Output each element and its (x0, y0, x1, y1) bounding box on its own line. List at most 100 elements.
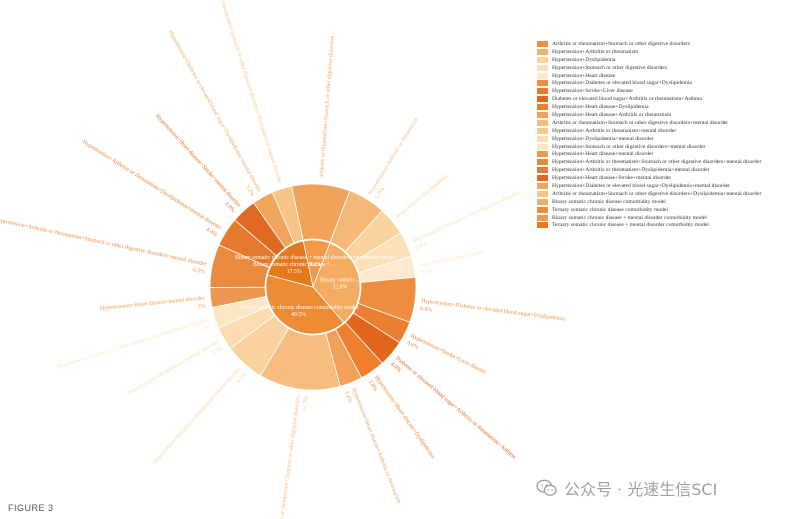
legend-swatch (537, 214, 548, 221)
legend-swatch (537, 198, 548, 205)
legend-swatch (537, 72, 548, 79)
figure-label: FIGURE 3 (8, 503, 54, 513)
legend-item: Hypertension+Arthritis or rheumatism+men… (537, 127, 805, 135)
inner-slice-name: Binary somatic chronic disease + ... (253, 262, 336, 268)
outer-slice-label: Hypertension+Stomach or other digestive … (57, 317, 213, 370)
inner-slice (312, 242, 361, 324)
legend-swatch (537, 151, 548, 158)
legend-swatch (537, 88, 548, 95)
outer-slice-name: Arthritis or rheumatism+Stomach or other… (319, 35, 336, 179)
watermark-text: 公众号 · 光速生信SCI (564, 480, 718, 499)
legend-label: Hypertension+Arthritis or rheumatism+Dys… (552, 167, 710, 174)
chart-legend: Arthritis or rheumatism+Stomach or other… (537, 40, 805, 229)
outer-slice-label: Hypertension+Arthritis or rheumatism+Sto… (0, 217, 207, 276)
legend-label: Hypertension+Heart disease+Arthritis or … (552, 111, 672, 118)
inner-slice-name: Binary somatic chronic disease + mental … (235, 255, 396, 261)
legend-item: Arthritis or rheumatism+Stomach or other… (537, 190, 805, 198)
legend-swatch (537, 56, 548, 63)
legend-label: Ternary somatic chronic disease comorbid… (552, 206, 668, 213)
legend-swatch (537, 48, 548, 55)
outer-slice-value: 3% (197, 303, 205, 310)
legend-item: Hypertension+Dyslipidemia (537, 56, 805, 64)
legend-swatch (537, 175, 548, 182)
legend-swatch (537, 167, 548, 174)
outer-slice-name: Hypertension+Heart disease+Dyslipidemia (373, 375, 436, 461)
legend-label: Hypertension+Dyslipidemia+mental disorde… (552, 135, 654, 142)
outer-slice-label: Hypertension+Arthritis or rheumatism+Dys… (81, 139, 222, 238)
legend-item: Hypertension+Dyslipidemia+mental disorde… (537, 135, 805, 143)
watermark: 公众号 · 光速生信SCI (536, 476, 717, 500)
legend-item: Hypertension+Stroke+Liver disease (537, 87, 805, 95)
legend-label: Hypertension+Arthritis or rheumatism+Sto… (552, 159, 762, 166)
outer-slice-name: Hypertension+Heart disease (419, 250, 485, 269)
outer-slice-name: Hypertension+Heart disease+mental disord… (100, 295, 205, 312)
outer-ring (209, 183, 417, 391)
legend-label: Hypertension+Heart disease+Dyslipidemia (552, 104, 649, 111)
inner-ring (265, 239, 361, 335)
inner-slice-name: Binary somatic... (320, 277, 360, 283)
legend-label: Hypertension+Diabetes or elevated blood … (552, 80, 692, 87)
legend-swatch (537, 182, 548, 189)
outer-slice-name: Hypertension+Diabetes or elevated blood … (421, 298, 566, 322)
outer-slice-value: 3.4% (406, 340, 420, 351)
legend-item: Ternary somatic chronic disease + mental… (537, 221, 805, 229)
outer-slice-label: Hypertension+Stomach or other digestive … (411, 189, 523, 252)
legend-item: Hypertension+Arthritis or rheumatism+Sto… (537, 158, 805, 166)
outer-slice-label: Hypertension+Arthritis or rheumatism+men… (152, 366, 249, 466)
outer-slice-label: Arthritis or rheumatism+Stomach or other… (277, 394, 310, 519)
outer-slice-name: Hypertension+Stomach or other digestive … (411, 189, 523, 244)
legend-swatch (537, 111, 548, 118)
outer-slice-value: 3.2% (421, 268, 434, 276)
outer-slice-value: 3.8% (414, 241, 428, 252)
legend-label: Hypertension+Heart disease (552, 72, 616, 79)
legend-label: Hypertension+Diabetes or elevated blood … (552, 182, 731, 189)
legend-swatch (537, 206, 548, 213)
legend-item: Hypertension+Stomach or other digestive … (537, 143, 805, 151)
outer-slice-name: Hypertension+Diabetes or elevated blood … (167, 30, 262, 194)
inner-slice (265, 274, 345, 335)
outer-slice-value: 3.4% (343, 390, 353, 404)
outer-slice-label: Arthritis or rheumatism+Stomach or other… (211, 0, 282, 184)
legend-label: Arthritis or rheumatism+Stomach or other… (552, 119, 729, 126)
legend-item: Hypertension+Diabetes or elevated blood … (537, 182, 805, 190)
legend-label: Hypertension+Heart disease+Stroke+mental… (552, 175, 672, 182)
outer-slice-label: Arthritis or rheumatism+Stomach or other… (319, 35, 336, 179)
outer-slice-label: Diabetes or elevated blood sugar+Arthrit… (389, 355, 517, 460)
legend-item: Diabetes or elevated blood sugar+Arthrit… (537, 95, 805, 103)
legend-item: Hypertension+Heart disease (537, 72, 805, 80)
inner-slice-value: 40.5% (291, 312, 306, 318)
outer-slice-name: Hypertension+Dyslipidemia+mental disorde… (126, 339, 220, 397)
outer-slice-value: 5.7% (375, 187, 387, 201)
legend-swatch (537, 222, 548, 229)
legend-label: Hypertension+Arthritis or rheumatism (552, 48, 639, 55)
outer-slice-name: Hypertension+Arthritis or rheumatism (368, 116, 420, 196)
legend-swatch (537, 190, 548, 197)
inner-slice (267, 240, 314, 288)
legend-label: Binary somatic chronic disease comorbidi… (552, 198, 666, 205)
legend-item: Arthritis or rheumatism+Stomach or other… (537, 40, 805, 48)
outer-slice-name: Hypertension+Arthritis or rheumatism+Dys… (81, 139, 222, 231)
outer-slice-label: Hypertension+Dyslipidemia (395, 173, 450, 220)
legend-label: Hypertension+Arthritis or rheumatism+men… (552, 127, 677, 134)
legend-item: Arthritis or rheumatism+Stomach or other… (537, 119, 805, 127)
outer-slice-value: 3.2% (244, 184, 255, 198)
legend-item: Hypertension+Heart disease+Dyslipidemia (537, 103, 805, 111)
outer-slice-label: Hypertension+Heart disease+mental disord… (100, 295, 206, 312)
legend-swatch (537, 80, 548, 87)
outer-slice-name: Hypertension+Dyslipidemia (395, 173, 450, 220)
outer-slice-value: 3.2% (199, 325, 212, 334)
outer-slice-name: Hypertension+Arthritis or rheumatism+Sto… (0, 217, 207, 268)
legend-swatch (537, 64, 548, 71)
legend-label: Hypertension+Stomach or other digestive … (552, 64, 668, 71)
legend-item: Hypertension+Arthritis or rheumatism+Dys… (537, 166, 805, 174)
legend-item: Hypertension+Stomach or other digestive … (537, 64, 805, 72)
legend-item: Ternary somatic chronic disease comorbid… (537, 206, 805, 214)
legend-label: Ternary somatic chronic disease + mental… (552, 222, 709, 229)
inner-slice-name: Ternary somatic chronic disease comorbid… (238, 305, 359, 311)
outer-slice-name: Diabetes or elevated blood sugar+Arthrit… (394, 355, 517, 460)
legend-item: Binary somatic chronic disease + mental … (537, 214, 805, 222)
legend-swatch (537, 96, 548, 103)
inner-slice-value: 32.8% (332, 284, 347, 290)
